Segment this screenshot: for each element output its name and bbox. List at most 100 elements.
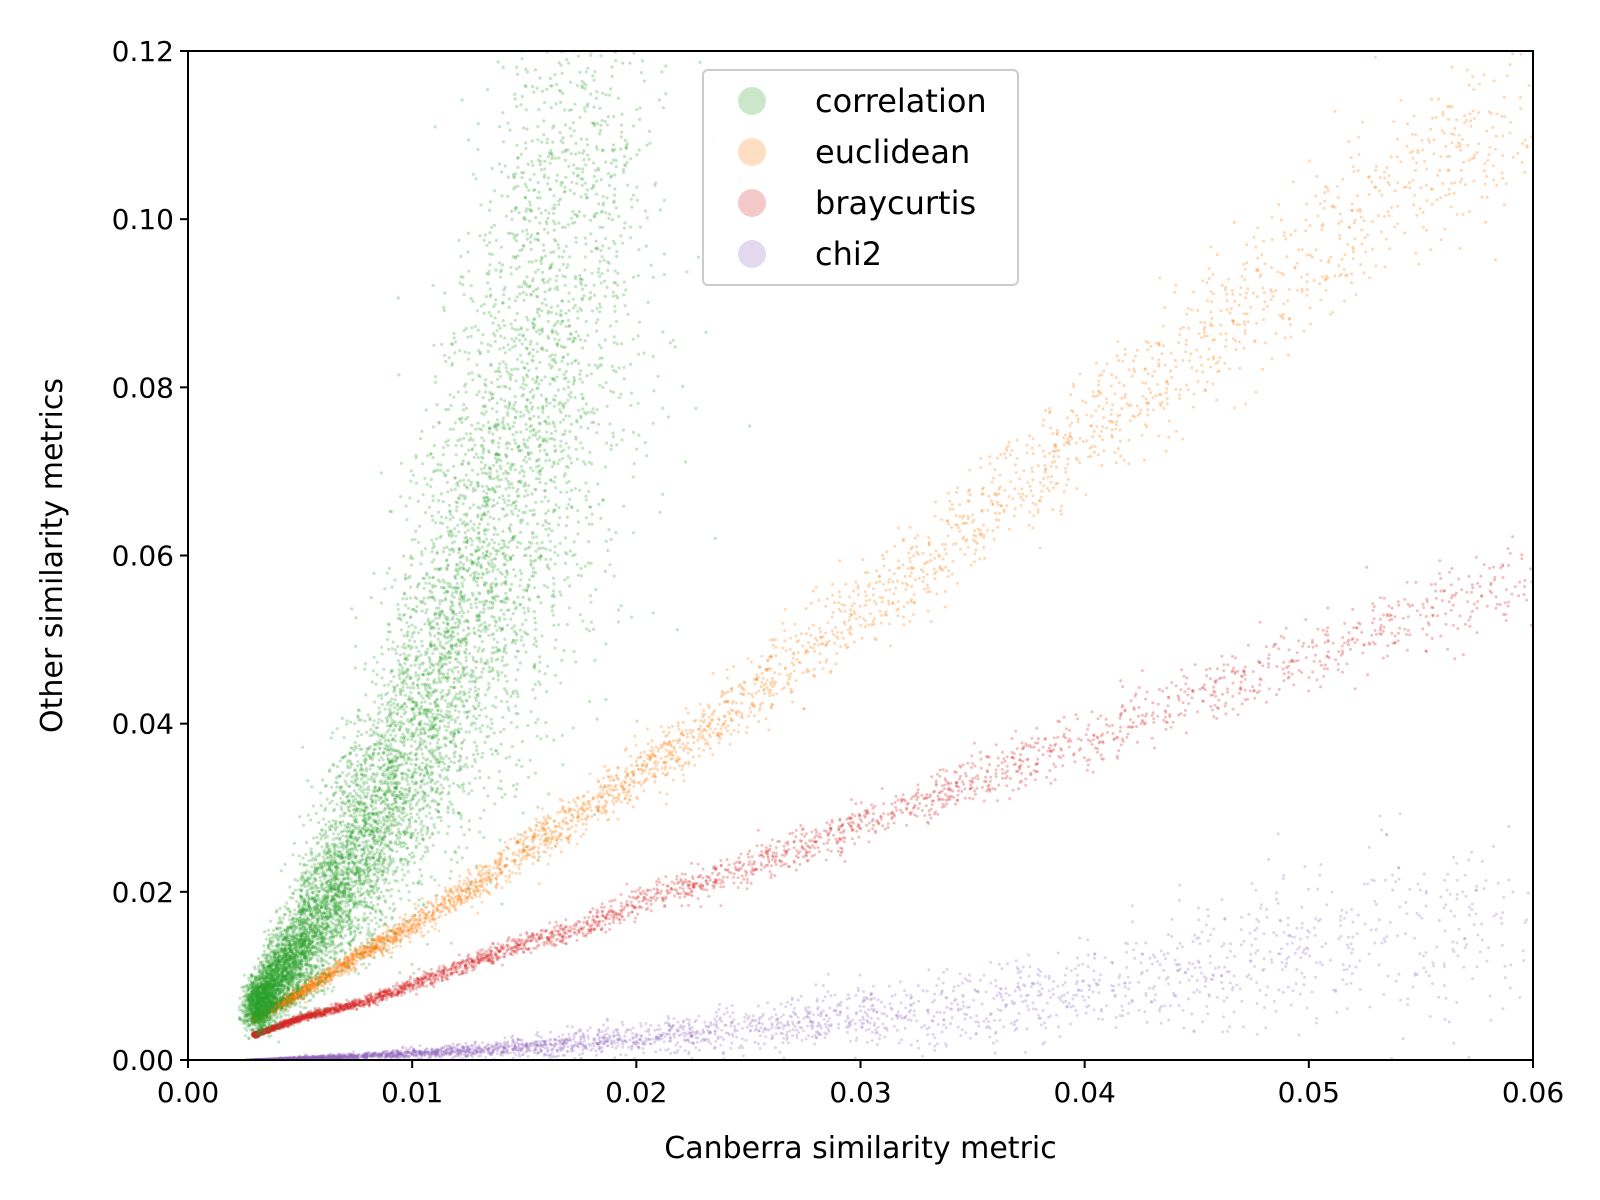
data-point-braycurtis <box>994 772 998 775</box>
data-point-chi2 <box>1207 914 1210 918</box>
data-point-braycurtis <box>771 858 774 862</box>
data-point-chi2 <box>1285 957 1289 961</box>
data-point-chi2 <box>1092 978 1096 982</box>
data-point-chi2 <box>1439 895 1443 899</box>
data-point-chi2 <box>917 999 920 1003</box>
data-point-chi2 <box>434 1052 438 1056</box>
data-point-chi2 <box>389 1051 393 1055</box>
data-point-chi2 <box>816 1005 820 1009</box>
data-point-chi2 <box>1143 1010 1147 1014</box>
data-point-chi2 <box>292 1056 296 1060</box>
data-point-chi2 <box>578 1053 581 1057</box>
data-point-braycurtis <box>798 862 802 866</box>
data-point-chi2 <box>1011 1002 1015 1006</box>
data-point-chi2 <box>867 1027 871 1031</box>
data-point-chi2 <box>681 1020 685 1024</box>
data-point-chi2 <box>461 1046 465 1050</box>
data-point-chi2 <box>921 989 925 993</box>
data-point-chi2 <box>425 1047 429 1051</box>
data-point-chi2 <box>1248 959 1252 963</box>
data-point-chi2 <box>985 1026 989 1030</box>
data-point-chi2 <box>885 1014 889 1018</box>
data-point-chi2 <box>1372 879 1376 883</box>
data-point-chi2 <box>1452 1041 1456 1045</box>
data-point-chi2 <box>972 998 975 1002</box>
data-point-braycurtis <box>664 875 668 879</box>
data-point-chi2 <box>1345 1007 1349 1011</box>
data-point-chi2 <box>532 1049 536 1053</box>
data-point-chi2 <box>1076 973 1079 977</box>
data-point-chi2 <box>340 1052 344 1056</box>
data-point-chi2 <box>872 1009 875 1013</box>
data-point-chi2 <box>864 1028 868 1032</box>
data-point-braycurtis <box>701 876 705 880</box>
data-point-braycurtis <box>1353 641 1357 644</box>
data-point-chi2 <box>693 1020 697 1024</box>
data-point-chi2 <box>1475 965 1479 969</box>
data-point-chi2 <box>1199 971 1203 975</box>
data-point-chi2 <box>686 1038 689 1042</box>
data-point-chi2 <box>1255 926 1259 930</box>
data-point-chi2 <box>612 1041 616 1045</box>
data-point-chi2 <box>1197 961 1201 965</box>
data-point-chi2 <box>670 1026 673 1030</box>
data-point-chi2 <box>321 1056 325 1060</box>
data-point-chi2 <box>904 1014 908 1018</box>
data-point-chi2 <box>1242 939 1246 943</box>
data-point-chi2 <box>571 1045 574 1049</box>
data-point-braycurtis <box>1131 721 1135 724</box>
data-point-chi2 <box>1220 974 1224 978</box>
data-point-chi2 <box>1286 985 1290 989</box>
data-point-chi2 <box>1451 947 1455 951</box>
data-point-chi2 <box>1416 882 1420 886</box>
data-point-chi2 <box>694 1036 698 1040</box>
data-point-chi2 <box>639 1024 643 1028</box>
data-point-chi2 <box>942 970 946 974</box>
data-point-chi2 <box>607 1037 611 1041</box>
data-point-chi2 <box>839 1000 843 1004</box>
data-point-chi2 <box>352 1050 356 1054</box>
data-point-chi2 <box>1339 924 1343 928</box>
data-point-chi2 <box>1470 850 1474 854</box>
data-point-braycurtis <box>1297 639 1301 643</box>
data-point-chi2 <box>730 1004 734 1008</box>
data-point-braycurtis <box>1161 689 1165 693</box>
data-point-braycurtis <box>756 828 760 832</box>
data-point-chi2 <box>1085 1005 1089 1009</box>
data-point-chi2 <box>862 996 866 1000</box>
data-point-chi2 <box>781 1032 784 1036</box>
data-point-chi2 <box>1257 920 1261 924</box>
data-point-chi2 <box>606 1044 610 1048</box>
data-point-braycurtis <box>791 831 794 835</box>
data-point-chi2 <box>945 1005 949 1009</box>
data-point-chi2 <box>694 1018 698 1022</box>
data-point-chi2 <box>931 1000 935 1004</box>
data-point-chi2 <box>1282 873 1286 877</box>
data-point-chi2 <box>601 1030 604 1034</box>
data-point-chi2 <box>672 1017 676 1021</box>
data-point-chi2 <box>931 1019 935 1023</box>
data-point-chi2 <box>786 1020 790 1024</box>
data-point-chi2 <box>1261 968 1264 972</box>
data-point-chi2 <box>821 999 825 1003</box>
data-point-chi2 <box>1386 974 1390 978</box>
data-point-chi2 <box>1316 919 1320 923</box>
data-point-chi2 <box>1318 960 1322 964</box>
data-point-chi2 <box>926 1008 930 1012</box>
data-point-chi2 <box>303 1054 307 1058</box>
data-point-chi2 <box>1190 1012 1194 1016</box>
data-point-chi2 <box>1193 933 1197 937</box>
data-point-chi2 <box>995 1039 999 1043</box>
data-point-chi2 <box>1041 1009 1045 1012</box>
data-point-braycurtis <box>519 933 522 937</box>
data-point-chi2 <box>1073 967 1077 971</box>
data-point-chi2 <box>666 1047 670 1051</box>
data-point-chi2 <box>1382 937 1386 941</box>
data-point-chi2 <box>486 1043 490 1047</box>
data-point-chi2 <box>995 994 999 997</box>
data-point-chi2 <box>975 1014 979 1018</box>
data-point-chi2 <box>766 1001 770 1005</box>
data-point-chi2 <box>1366 882 1370 886</box>
data-point-chi2 <box>900 1016 904 1020</box>
data-point-chi2 <box>1205 1005 1209 1008</box>
